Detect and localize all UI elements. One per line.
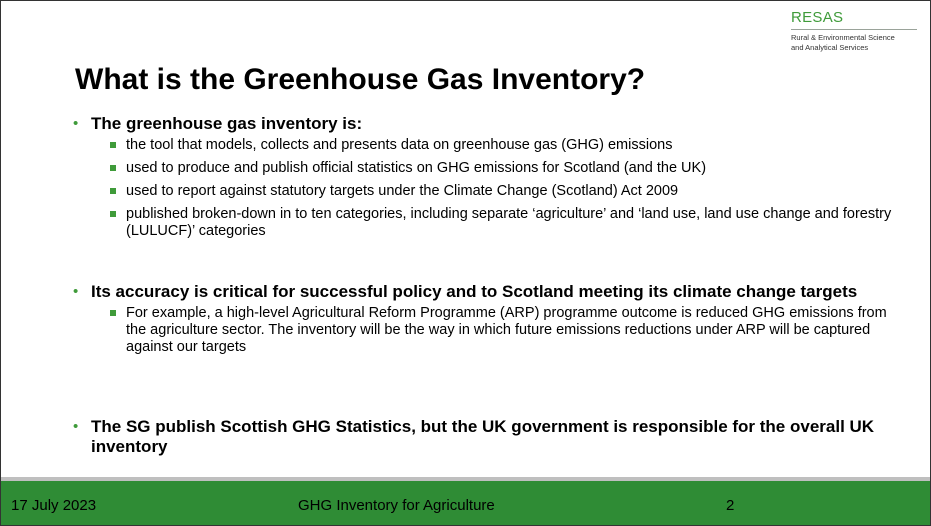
bullet-2-text: Its accuracy is critical for successful … [91,282,858,301]
bullet-3: • The SG publish Scottish GHG Statistics… [71,417,901,457]
square-bullet-icon [110,188,116,194]
bullet-group-1: • The greenhouse gas inventory is: the t… [71,114,901,246]
sub-bullet-text: For example, a high-level Agricultural R… [126,305,887,355]
bullet-1-text: The greenhouse gas inventory is: [91,114,363,133]
resas-logo: RESAS Rural & Environmental Science and … [791,9,923,53]
square-bullet-icon [110,211,116,217]
bullet-group-2: • Its accuracy is critical for successfu… [71,282,901,362]
sub-bullet: For example, a high-level Agricultural R… [71,305,901,356]
square-bullet-icon [110,165,116,171]
footer-title: GHG Inventory for Agriculture [298,497,495,514]
sub-bullet-text: the tool that models, collects and prese… [126,137,673,153]
slide-title: What is the Greenhouse Gas Inventory? [75,63,646,96]
logo-subtitle: Rural & Environmental Science and Analyt… [791,33,923,53]
logo-divider [791,29,917,30]
bullet-2: • Its accuracy is critical for successfu… [71,282,901,302]
logo-subtitle-line-1: Rural & Environmental Science [791,33,895,42]
square-bullet-icon [110,310,116,316]
sub-bullet: published broken-down in to ten categori… [71,206,901,240]
bullet-dot-icon: • [73,418,79,435]
logo-name: RESAS [791,9,844,26]
bullet-dot-icon: • [73,115,79,132]
bullet-2-subitems: For example, a high-level Agricultural R… [71,305,901,356]
bullet-dot-icon: • [73,283,79,300]
square-bullet-icon [110,142,116,148]
sub-bullet-text: published broken-down in to ten categori… [126,206,892,239]
sub-bullet: the tool that models, collects and prese… [71,137,901,154]
bullet-group-3: • The SG publish Scottish GHG Statistics… [71,417,901,457]
slide-footer: 17 July 2023 GHG Inventory for Agricultu… [1,477,930,525]
sub-bullet: used to produce and publish official sta… [71,160,901,177]
footer-date: 17 July 2023 [11,497,97,514]
logo-subtitle-line-2: and Analytical Services [791,43,869,52]
sub-bullet-text: used to report against statutory targets… [126,183,679,199]
bullet-1: • The greenhouse gas inventory is: [71,114,901,134]
footer-page-number: 2 [726,497,735,514]
bullet-3-text: The SG publish Scottish GHG Statistics, … [91,417,875,456]
sub-bullet: used to report against statutory targets… [71,183,901,200]
bullet-1-subitems: the tool that models, collects and prese… [71,137,901,240]
sub-bullet-text: used to produce and publish official sta… [126,160,707,176]
